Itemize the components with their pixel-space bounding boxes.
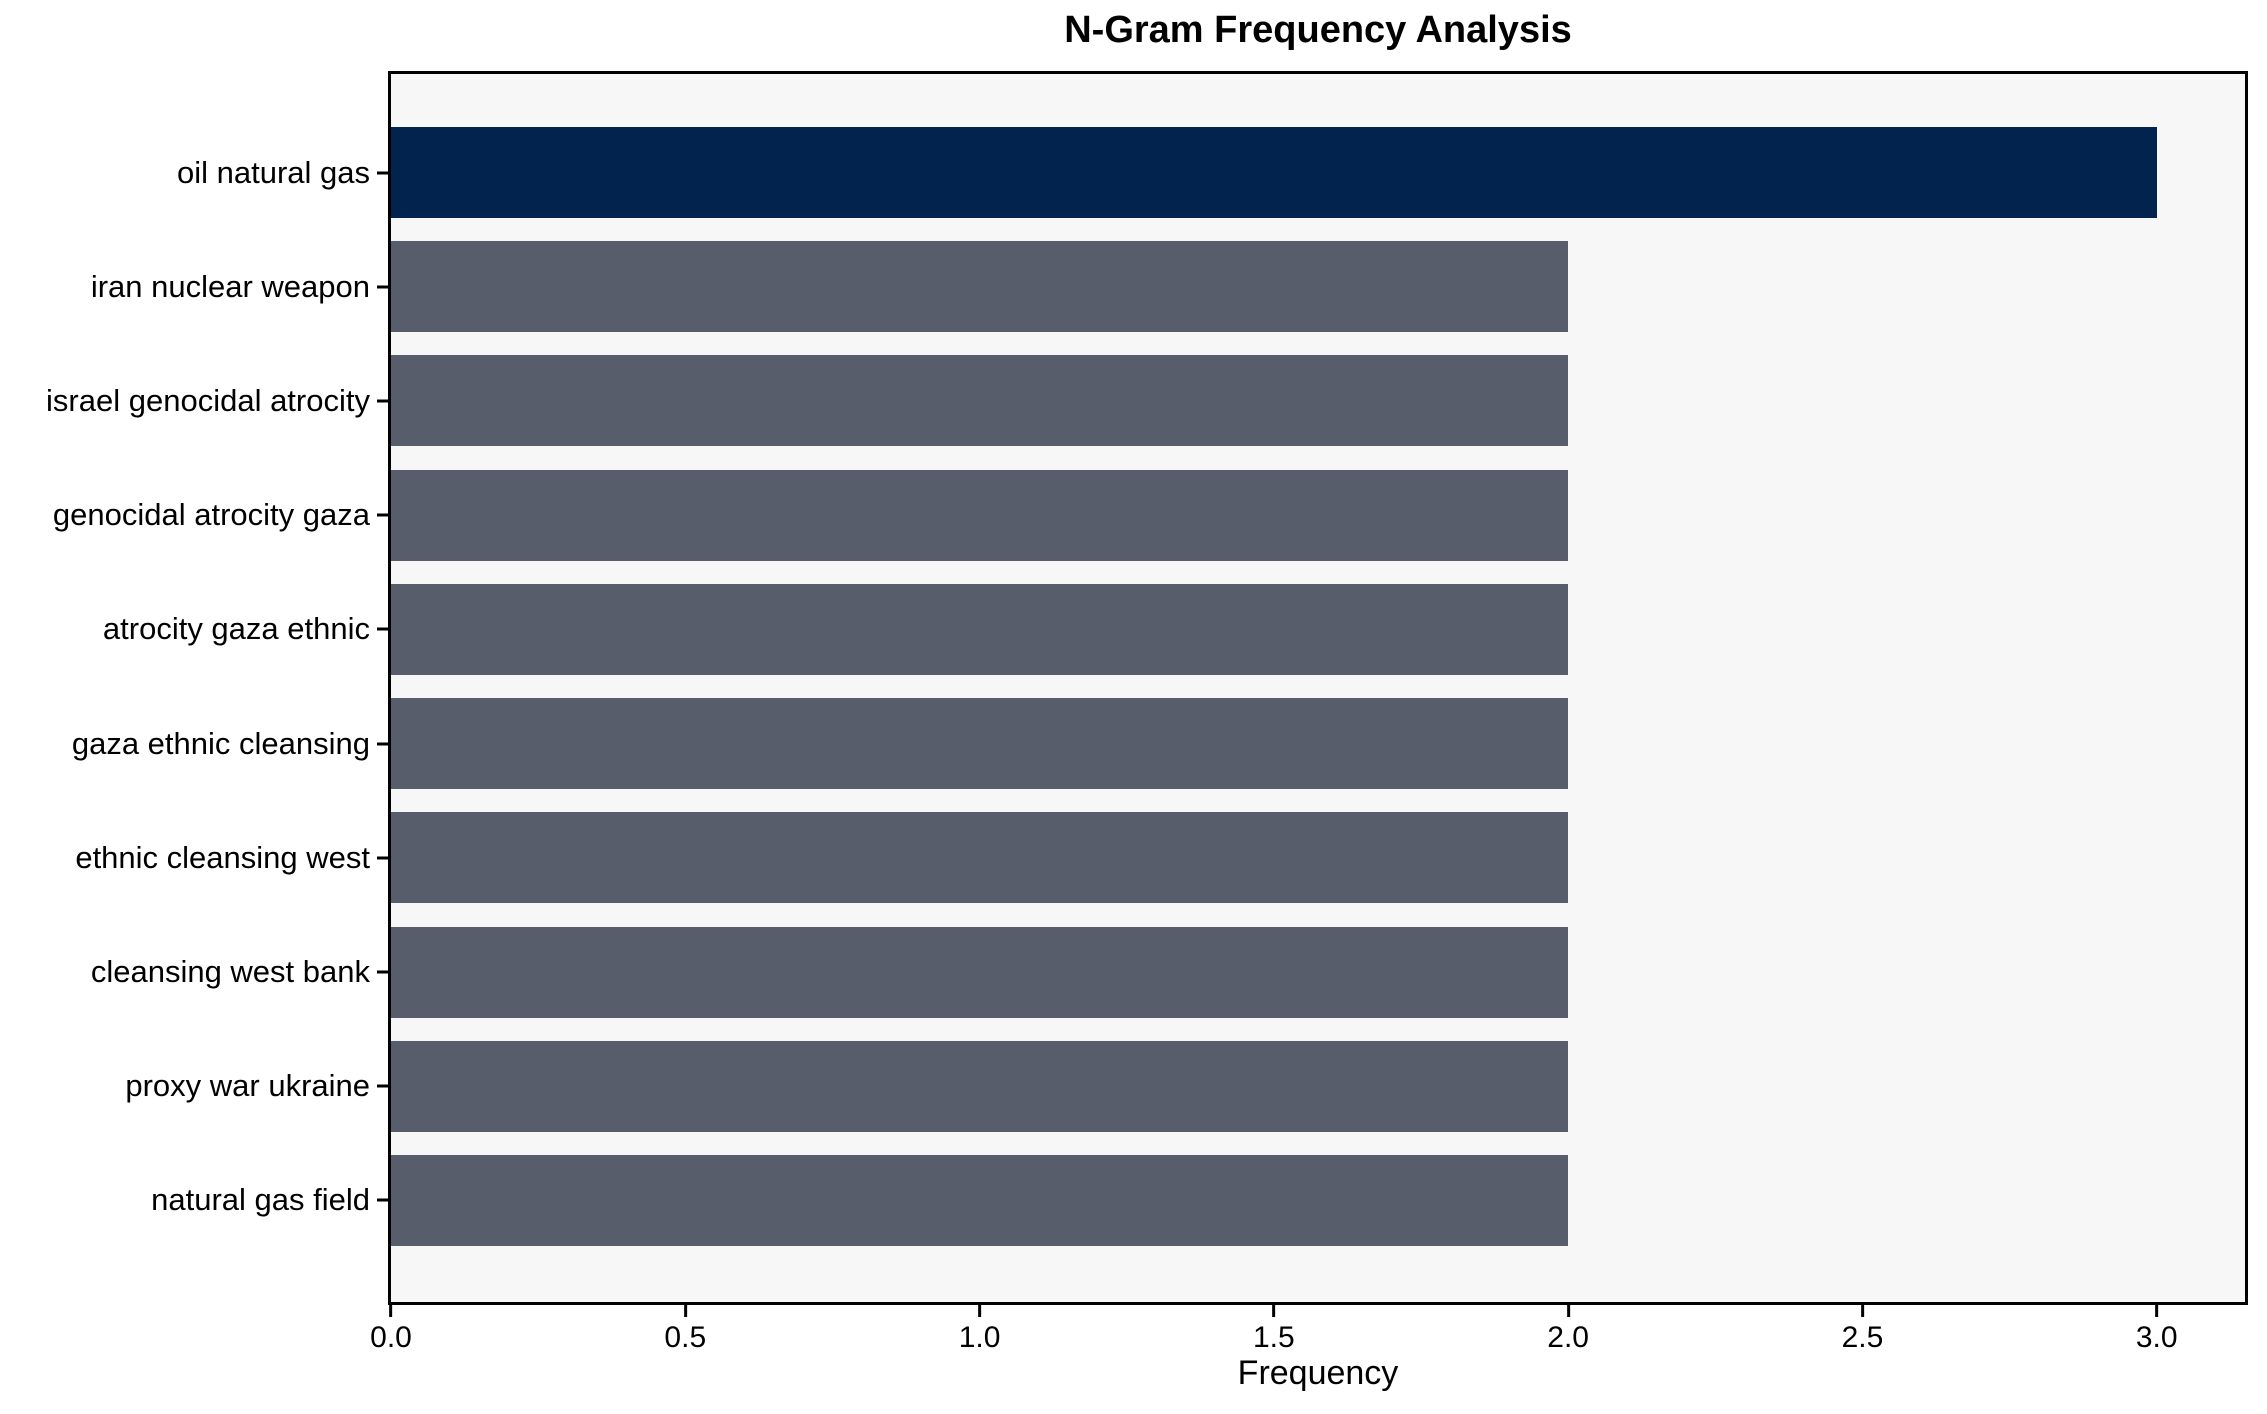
bar-row: gaza ethnic cleansing — [72, 698, 2245, 790]
y-tick-label: gaza ethnic cleansing — [71, 725, 370, 761]
x-tick-label: 0.5 — [664, 1321, 707, 1354]
x-tick: 0.5 — [664, 1305, 706, 1355]
y-tick-label: natural gas field — [151, 1182, 370, 1218]
x-tick-mark — [389, 1305, 393, 1317]
bar-row: ethnic cleansing west — [75, 812, 2245, 904]
plot-area: oil natural gas iran nuclear weapon israel… — [46, 71, 2248, 1305]
x-tick-label: 2.5 — [1841, 1321, 1884, 1354]
bar-genocidal-atrocity-gaza — [391, 469, 1569, 561]
y-tick-label: atrocity gaza ethnic — [102, 611, 370, 647]
bar-row: natural gas field — [151, 1154, 2245, 1246]
bar-row: cleansing west bank — [91, 926, 2245, 1018]
x-axis: 0.0 0.5 1.0 1.5 2.0 2.5 3.0 — [370, 1305, 2245, 1375]
bar-israel-genocidal-atrocity — [391, 355, 1569, 447]
y-tick-label: israel genocidal atrocity — [46, 382, 370, 418]
x-tick: 2.5 — [1841, 1305, 1884, 1355]
x-tick-mark — [1860, 1305, 1864, 1317]
bar-gaza-ethnic-cleansing — [391, 698, 1569, 790]
y-tick-mark — [377, 1198, 388, 1202]
y-tick-mark — [377, 742, 388, 746]
bars-container: oil natural gas iran nuclear weapon israel… — [46, 74, 2245, 1302]
bar-atrocity-gaza-ethnic — [391, 583, 1569, 675]
y-tick-label: iran nuclear weapon — [90, 268, 370, 304]
y-tick-mark — [377, 399, 388, 403]
bar-row: iran nuclear weapon — [91, 241, 2245, 333]
bar-row: oil natural gas — [177, 127, 2245, 218]
bar-cleansing-west-bank — [391, 926, 1569, 1018]
bar-row: israel genocidal atrocity — [46, 355, 2245, 447]
x-tick: 3.0 — [2136, 1305, 2178, 1355]
y-tick-mark — [377, 1084, 388, 1088]
x-tick: 0.0 — [370, 1305, 412, 1355]
chart-title: N-Gram Frequency Analysis — [1064, 9, 1572, 51]
x-tick-label: 1.0 — [958, 1321, 1001, 1354]
y-tick-mark — [377, 970, 388, 974]
x-tick-label: 3.0 — [2135, 1321, 2178, 1354]
y-tick-label: genocidal atrocity gaza — [52, 497, 370, 533]
x-tick: 2.0 — [1547, 1305, 1589, 1355]
y-tick-mark — [377, 856, 388, 860]
bar-row: genocidal atrocity gaza — [53, 469, 2245, 561]
bar-row: atrocity gaza ethnic — [103, 583, 2245, 675]
y-tick-label: cleansing west bank — [90, 954, 370, 990]
x-tick: 1.5 — [1253, 1305, 1295, 1355]
bar-natural-gas-field — [391, 1154, 1569, 1246]
bar-proxy-war-ukraine — [391, 1040, 1569, 1132]
y-tick-label: oil natural gas — [176, 154, 370, 190]
x-tick-mark — [683, 1305, 687, 1317]
y-tick-mark — [377, 513, 388, 517]
x-tick-mark — [2155, 1305, 2159, 1317]
y-tick-label: proxy war ukraine — [125, 1068, 370, 1104]
bar-iran-nuclear-weapon — [391, 241, 1569, 333]
y-tick-mark — [377, 285, 388, 289]
bar-oil-natural-gas — [391, 127, 2157, 218]
x-tick-mark — [1272, 1305, 1276, 1317]
x-tick-label: 2.0 — [1547, 1321, 1589, 1354]
bar-ethnic-cleansing-west — [391, 812, 1569, 904]
x-tick-label: 0.0 — [370, 1321, 412, 1354]
y-tick-mark — [377, 627, 388, 631]
y-tick-label: ethnic cleansing west — [75, 839, 370, 875]
x-tick-mark — [1566, 1305, 1570, 1317]
x-axis-label: Frequency — [1237, 1354, 1399, 1392]
x-tick-label: 1.5 — [1252, 1321, 1295, 1354]
y-tick-mark — [377, 171, 388, 174]
x-tick-mark — [978, 1305, 982, 1317]
x-tick: 1.0 — [958, 1305, 1001, 1355]
bar-row: proxy war ukraine — [125, 1040, 2245, 1132]
